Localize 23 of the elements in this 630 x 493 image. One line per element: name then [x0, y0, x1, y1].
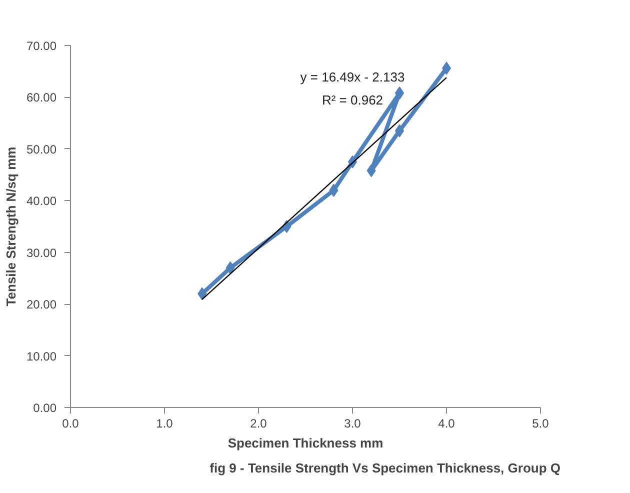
y-tick-label: 40.00: [26, 194, 57, 208]
x-axis-title: Specimen Thickness mm: [228, 436, 384, 450]
y-tick-label: 50.00: [26, 142, 57, 156]
x-tick-label: 4.0: [438, 416, 456, 430]
point: [198, 287, 207, 300]
annotation: R² = 0.962: [322, 92, 384, 108]
x-tick-label: 2.0: [250, 416, 268, 430]
point: [329, 184, 338, 197]
text: fig 9 - Tensile Strength Vs Specimen Thickness, Group Q: [210, 460, 561, 476]
x-tick-label: 5.0: [532, 416, 550, 430]
x-tick-label: 0.0: [62, 416, 80, 430]
y-axis-title: Tensile Strength N/sq mm: [3, 146, 18, 306]
annotation: y = 16.49x - 2.133: [300, 69, 405, 84]
y-tick-label: 70.00: [26, 39, 57, 53]
y-tick-label: 20.00: [26, 298, 57, 312]
point: [366, 164, 376, 178]
x-tick-label: 3.0: [344, 416, 362, 430]
y-tick-label: 60.00: [26, 90, 57, 105]
y-tick-label: 10.00: [26, 349, 57, 364]
point: [226, 261, 235, 274]
y-tick-label: 30.00: [26, 246, 57, 260]
y-tick-label: 0.00: [33, 401, 57, 415]
x-tick-label: 1.0: [156, 416, 174, 430]
